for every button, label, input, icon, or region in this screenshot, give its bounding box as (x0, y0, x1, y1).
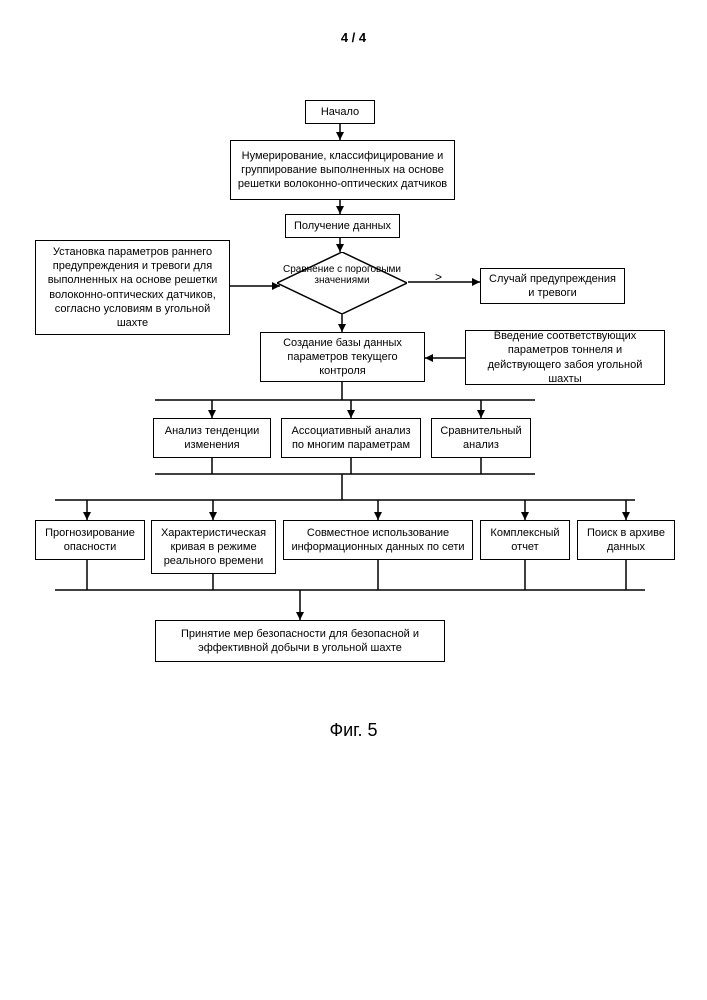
node-setparams-label: Установка параметров раннего предупрежде… (42, 245, 223, 331)
flowchart: Начало Нумерирование, классифицирование … (35, 100, 675, 720)
node-createdb-label: Создание базы данных параметров текущего… (267, 336, 418, 379)
figure-caption: Фиг. 5 (0, 720, 707, 741)
node-compare-label: Сравнительный анализ (438, 424, 524, 453)
node-introparams-label: Введение соответствующих параметров тонн… (472, 329, 658, 386)
node-share-label: Совместное использование информационных … (290, 526, 466, 555)
node-start-label: Начало (321, 105, 359, 119)
node-numbering-label: Нумерирование, классифицирование и групп… (237, 149, 448, 192)
node-report: Комплексный отчет (480, 520, 570, 560)
node-start: Начало (305, 100, 375, 124)
node-numbering: Нумерирование, классифицирование и групп… (230, 140, 455, 200)
node-trend-label: Анализ тенденции изменения (160, 424, 264, 453)
page-number: 4 / 4 (0, 30, 707, 45)
node-measures-label: Принятие мер безопасности для безопасной… (162, 627, 438, 656)
node-share: Совместное использование информационных … (283, 520, 473, 560)
node-assoc-label: Ассоциативный анализ по многим параметра… (288, 424, 414, 453)
node-trend: Анализ тенденции изменения (153, 418, 271, 458)
node-alarm: Случай предупреждения и тревоги (480, 268, 625, 304)
node-measures: Принятие мер безопасности для безопасной… (155, 620, 445, 662)
node-acquire: Получение данных (285, 214, 400, 238)
node-forecast: Прогнозирование опасности (35, 520, 145, 560)
node-introparams: Введение соответствующих параметров тонн… (465, 330, 665, 385)
node-acquire-label: Получение данных (294, 219, 391, 233)
node-assoc: Ассоциативный анализ по многим параметра… (281, 418, 421, 458)
node-createdb: Создание базы данных параметров текущего… (260, 332, 425, 382)
node-diamond-label: Сравнение с пороговыми значениями (282, 264, 402, 286)
node-search: Поиск в архиве данных (577, 520, 675, 560)
gt-symbol: > (435, 270, 442, 284)
node-curve: Характеристическая кривая в режиме реаль… (151, 520, 276, 574)
node-setparams: Установка параметров раннего предупрежде… (35, 240, 230, 335)
node-curve-label: Характеристическая кривая в режиме реаль… (158, 526, 269, 569)
node-forecast-label: Прогнозирование опасности (42, 526, 138, 555)
node-alarm-label: Случай предупреждения и тревоги (487, 272, 618, 301)
node-report-label: Комплексный отчет (487, 526, 563, 555)
node-search-label: Поиск в архиве данных (584, 526, 668, 555)
node-compare: Сравнительный анализ (431, 418, 531, 458)
